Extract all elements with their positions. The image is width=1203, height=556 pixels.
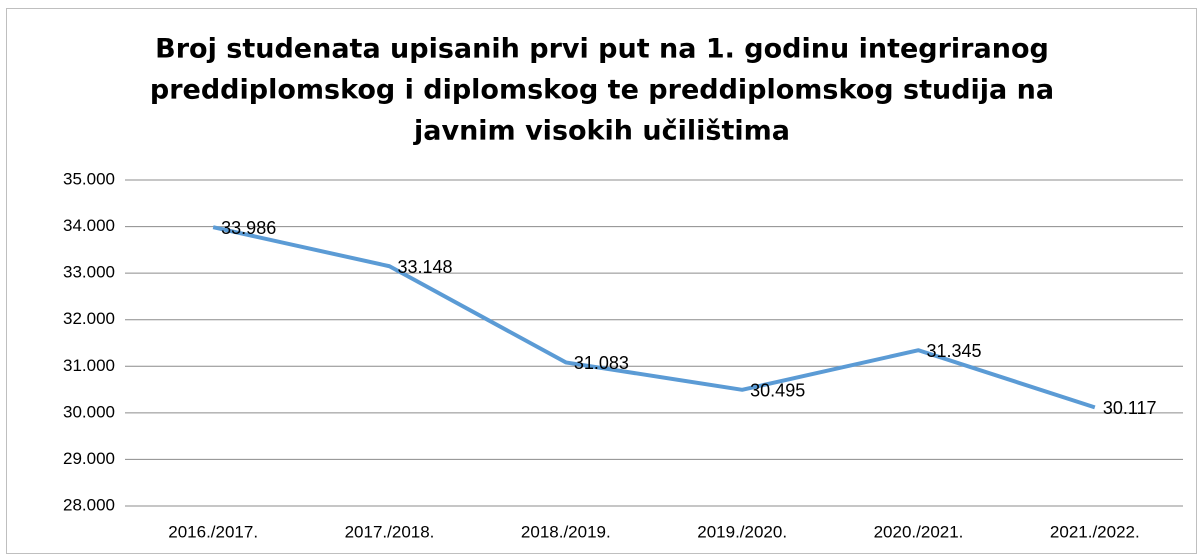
x-tick-label: 2020./2021.	[874, 522, 964, 541]
x-tick-label: 2018./2019.	[521, 522, 611, 541]
x-tick-label: 2016./2017.	[168, 522, 258, 541]
chart-title: preddiplomskog i diplomskog te preddiplo…	[150, 75, 1054, 106]
y-tick-label: 32.000	[63, 309, 115, 328]
x-tick-label: 2021./2022.	[1050, 522, 1140, 541]
chart-title: javnim visokih učilištima	[413, 116, 790, 147]
data-label: 33.986	[221, 218, 276, 238]
data-label: 33.148	[398, 257, 453, 277]
y-tick-label: 29.000	[63, 449, 115, 468]
y-tick-label: 35.000	[63, 169, 115, 188]
x-tick-label: 2017./2018.	[345, 522, 435, 541]
y-tick-label: 28.000	[63, 495, 115, 514]
y-tick-label: 33.000	[63, 263, 115, 282]
y-tick-label: 34.000	[63, 216, 115, 235]
y-tick-label: 30.000	[63, 402, 115, 421]
data-label: 31.083	[574, 353, 629, 373]
data-label: 30.117	[1103, 398, 1157, 418]
data-label: 30.495	[750, 381, 805, 401]
data-label: 31.345	[927, 341, 982, 361]
chart-title: Broj studenata upisanih prvi put na 1. g…	[155, 34, 1049, 65]
y-tick-label: 31.000	[63, 356, 115, 375]
chart-border	[6, 8, 1197, 554]
x-tick-label: 2019./2020.	[697, 522, 787, 541]
line	[212, 225, 1096, 410]
